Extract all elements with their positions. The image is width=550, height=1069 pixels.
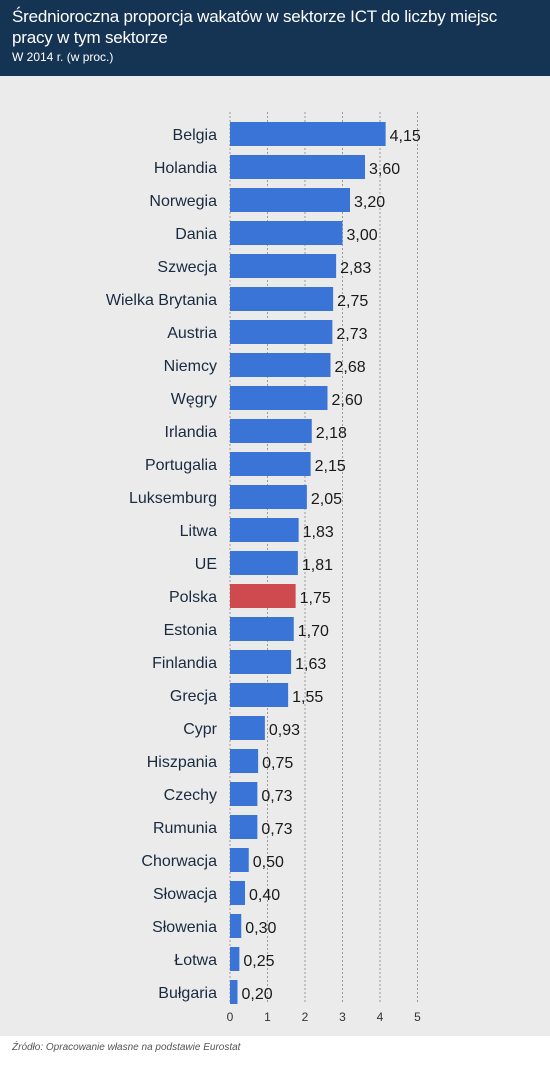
value-label: 2,05 [311,491,342,508]
category-label: Polska [169,589,217,606]
bar-chart: 0 1 2 3 4 5 Belgia 4,15 Holandia 3,60 Norwegia 3,20… [106,112,421,1024]
category-label: Belgia [173,127,218,144]
value-label: 2,18 [316,425,347,442]
bar [230,518,299,542]
category-label: Dania [175,226,217,243]
value-label: 2,83 [340,260,371,277]
category-label: UE [195,556,217,573]
value-label: 0,75 [262,755,293,772]
bar [230,683,289,707]
value-label: 3,60 [369,161,400,178]
bar [230,320,333,344]
category-label: Rumunia [153,820,217,837]
bar [230,947,240,971]
bar-highlight [230,584,296,608]
category-label: Litwa [180,523,217,540]
value-label: 0,40 [249,887,280,904]
bar [230,452,311,476]
bar [230,353,331,377]
category-label: Finlandia [152,655,217,672]
value-label: 1,83 [303,524,334,541]
bar [230,419,312,443]
category-label: Niemcy [164,358,217,375]
bar [230,881,245,905]
value-label: 4,15 [390,128,421,145]
bar [230,815,258,839]
category-label: Grecja [170,688,217,705]
category-label: Estonia [164,622,217,639]
category-label: Bułgaria [158,985,217,1002]
value-label: 0,93 [269,722,300,739]
bar [230,650,292,674]
x-tick-label: 3 [339,1010,346,1024]
value-label: 2,15 [315,458,346,475]
category-label: Norwegia [149,193,217,210]
chart-header: Średnioroczna proporcja wakatów w sektor… [0,0,550,76]
value-label: 3,20 [354,194,385,211]
category-label: Portugalia [145,457,217,474]
x-tick-label: 4 [377,1010,384,1024]
bar [230,254,337,278]
bar [230,617,294,641]
value-label: 0,50 [253,854,284,871]
x-tick-label: 5 [414,1010,421,1024]
x-tick-label: 1 [264,1010,271,1024]
category-label: Chorwacja [141,853,217,870]
bar [230,716,265,740]
value-label: 3,00 [347,227,378,244]
bar [230,848,249,872]
footer-band [0,1036,550,1069]
bar [230,980,238,1004]
bar [230,782,258,806]
value-label: 2,75 [337,293,368,310]
value-label: 2,73 [336,326,367,343]
category-label: Luksemburg [129,490,217,507]
category-label: Cypr [183,721,217,738]
bar [230,485,307,509]
value-label: 0,20 [242,986,273,1003]
bar [230,749,259,773]
bar [230,122,386,146]
category-label: Szwecja [157,259,217,276]
bar [230,386,328,410]
x-tick-label: 2 [302,1010,309,1024]
category-label: Węgry [171,391,217,408]
chart-title: Średnioroczna proporcja wakatów w sektor… [12,7,498,47]
value-label: 0,25 [243,953,274,970]
bar [230,287,334,311]
value-label: 0,73 [261,821,292,838]
value-label: 2,60 [332,392,363,409]
value-label: 1,55 [292,689,323,706]
bar [230,155,365,179]
value-label: 0,30 [245,920,276,937]
value-label: 1,81 [302,557,333,574]
bar [230,221,343,245]
category-label: Wielka Brytania [106,292,217,309]
category-label: Holandia [154,160,217,177]
chart-subtitle: W 2014 r. (w proc.) [12,50,114,64]
source-note: Źródło: Opracowanie własne na podstawie … [12,1042,241,1053]
bar [230,914,242,938]
bar [230,551,298,575]
value-label: 1,70 [298,623,329,640]
value-label: 1,75 [300,590,331,607]
value-label: 0,73 [261,788,292,805]
category-label: Łotwa [174,952,217,969]
category-label: Czechy [164,787,217,804]
value-label: 2,68 [335,359,366,376]
category-label: Hiszpania [147,754,217,771]
x-tick-label: 0 [227,1010,234,1024]
category-label: Austria [167,325,217,342]
category-label: Irlandia [165,424,218,441]
category-label: Słowenia [152,919,217,936]
category-label: Słowacja [153,886,217,903]
value-label: 1,63 [295,656,326,673]
bar [230,188,350,212]
